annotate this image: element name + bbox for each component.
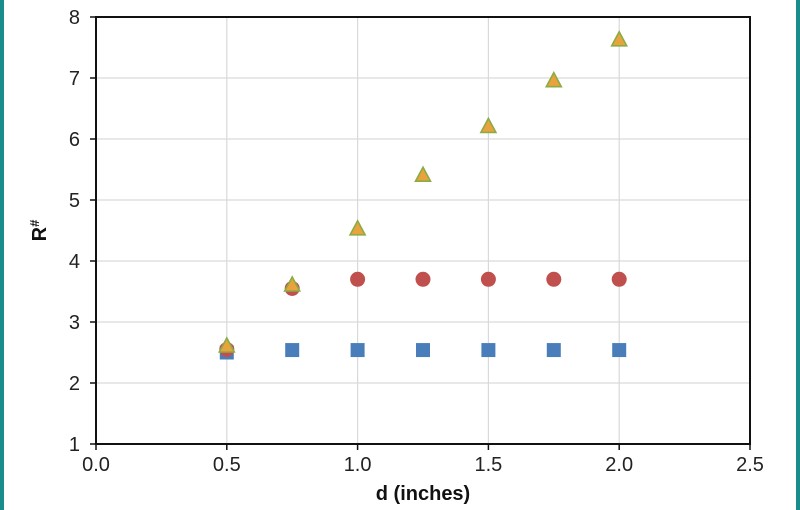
- square-marker: [546, 343, 561, 358]
- y-axis-title-superscript: #: [27, 219, 42, 227]
- y-tick-label: 3: [69, 312, 80, 334]
- x-tick-label: 0.5: [213, 454, 241, 476]
- circle-marker: [546, 271, 562, 287]
- y-tick-label: 7: [69, 68, 80, 90]
- x-tick-label: 1.0: [344, 454, 372, 476]
- circle-marker: [415, 271, 431, 287]
- square-marker: [481, 343, 496, 358]
- triangle-marker: [610, 30, 629, 47]
- square-marker: [285, 343, 300, 358]
- x-tick-label: 0.0: [82, 454, 110, 476]
- y-tick-label: 4: [69, 251, 80, 273]
- triangle-marker: [544, 70, 563, 88]
- y-tick-label: 8: [69, 7, 80, 29]
- x-tick-label: 1.5: [474, 454, 502, 476]
- grid-layer: [95, 16, 751, 445]
- triangle-marker: [283, 275, 302, 292]
- y-tick-label: 6: [69, 129, 80, 151]
- y-tick-label: 2: [69, 373, 80, 395]
- y-tick-label: 5: [69, 190, 80, 212]
- square-marker: [416, 343, 430, 358]
- triangle-marker: [414, 165, 432, 182]
- circle-marker: [611, 271, 627, 287]
- plot-area-border: [95, 16, 751, 445]
- data-points: [217, 30, 629, 360]
- x-axis-title: d (inches): [376, 483, 470, 505]
- square-marker: [612, 343, 627, 358]
- y-tick-label: 1: [69, 434, 80, 456]
- x-tick-label: 2.0: [605, 454, 633, 476]
- circle-marker: [350, 271, 366, 287]
- circle-marker: [480, 271, 496, 287]
- y-axis-title: R#: [27, 219, 52, 241]
- square-marker: [350, 343, 365, 358]
- triangle-marker: [479, 116, 498, 134]
- triangle-marker: [348, 219, 367, 236]
- y-axis-title-base: R: [29, 226, 51, 241]
- triangle-marker: [217, 336, 236, 353]
- tick-labels: 0.0 0.5 1.0 1.5 2.0 2.5 1 2 3 4 5 6 7 8: [69, 7, 764, 476]
- x-tick-label: 2.5: [736, 454, 764, 476]
